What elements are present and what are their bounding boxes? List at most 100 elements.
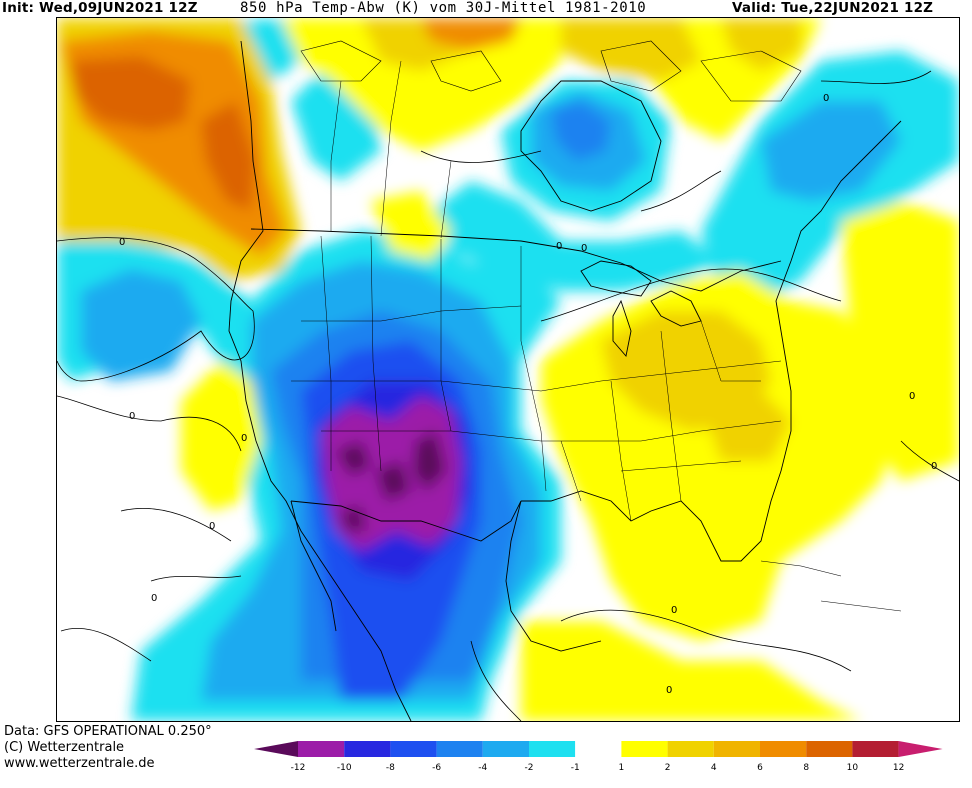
great-lakes [612,299,632,357]
copyright-label: (C) Wetterzentrale [4,740,125,755]
contour-labels: 0 0 0 0 0 0 0 0 0 0 0 0 [119,93,937,696]
contour-label: 0 [909,391,915,402]
colorbar-tick-label: 1 [619,763,625,773]
zero-contour-line [420,150,542,163]
zero-contour-line [640,170,722,212]
zero-contour-layer [57,70,959,721]
positive-anomaly-region [721,18,801,71]
negative-anomaly-region [431,181,721,291]
positive-anomaly-region [371,191,451,261]
state-border [560,440,582,502]
coastline [600,40,682,92]
coastline [505,500,602,652]
colorbar-low-arrow [254,741,298,757]
negative-anomaly-region [336,441,371,476]
colorbar-swatch [298,741,345,757]
contour-label: 0 [823,93,829,104]
great-lakes [580,260,652,297]
positive-anomaly-region [701,391,791,461]
state-border [610,380,632,522]
contour-label: 0 [556,241,562,252]
coastline [520,80,662,212]
contour-label: 0 [931,461,937,472]
colorbar-swatch [621,741,668,757]
state-border [520,246,547,492]
colorbar-tick-label: 10 [847,763,859,773]
zero-contour-line [900,440,959,482]
state-border [291,380,602,392]
province-border [440,160,452,239]
colorbar-tick-label: -12 [291,763,306,773]
anomaly-map: 0 0 0 0 0 0 0 0 0 0 0 0 [56,17,960,722]
colorbar-tick-label: -6 [432,763,441,773]
state-border [370,235,382,472]
website-link[interactable]: www.wetterzentrale.de [4,756,155,771]
valid-time-label: Valid: Tue,22JUN2021 12Z [732,0,934,16]
state-border [600,360,782,382]
contour-label: 0 [671,605,677,616]
colorbar-tick-label: 12 [893,763,904,773]
contour-label: 0 [209,521,215,532]
data-source-label: Data: GFS OPERATIONAL 0.250° [4,724,212,739]
contour-label: 0 [581,243,587,254]
colorbar-high-arrow [898,741,943,757]
colorbar-swatch [436,741,483,757]
positive-anomaly-region [71,56,191,131]
state-border [321,420,782,442]
negative-anomaly-region [761,101,901,201]
zero-contour-line [540,268,842,322]
zero-contour-line [60,627,152,662]
colorbar-swatch [575,741,622,757]
colorbar-tick-label: -2 [525,763,534,773]
contour-label: 0 [129,411,135,422]
colorbar-swatch [713,741,760,757]
colorbar-tick-label: 4 [711,763,717,773]
positive-anomaly-region [181,361,261,511]
colorbar-tick-label: 2 [665,763,671,773]
colorbar-swatch [667,741,714,757]
province-border [380,60,402,237]
zero-contour-line [57,395,242,452]
positive-anomaly-region [841,201,959,481]
state-border [700,320,761,382]
zero-contour-line [120,507,232,542]
colorbar-tick-label: -10 [337,763,352,773]
colorbar-legend: -12 -10 -8 -6 -4 -2 -1 1 2 4 6 8 10 12 [250,740,962,784]
colorbar-swatch [760,741,807,757]
colorbar-swatch [806,741,853,757]
contour-label: 0 [666,685,672,696]
positive-anomaly-region [281,18,561,151]
coastline [820,600,902,612]
coastline [228,40,412,721]
positive-anomaly-region [561,18,701,81]
coastline [775,120,902,472]
negative-anomaly-region [376,461,411,501]
boundaries-layer [228,40,902,721]
country-border [290,500,522,542]
zero-contour-line [150,575,242,582]
positive-anomaly-region [521,621,861,721]
zero-contour-line [820,70,932,84]
anomaly-map-svg: 0 0 0 0 0 0 0 0 0 0 0 0 [57,18,959,721]
contour-label: 0 [151,593,157,604]
positive-anomaly-region [201,101,256,211]
coastline [700,50,802,102]
colorbar-swatch [529,741,576,757]
coastline [760,560,842,577]
coastline [290,500,337,632]
positive-anomaly-region [421,18,521,51]
contour-label: 0 [241,433,247,444]
zero-contour-line [470,640,522,721]
negative-anomaly-region [341,506,366,531]
state-border [620,460,742,472]
negative-anomaly-region [413,431,446,491]
chart-header: Init: Wed,09JUN2021 12Z 850 hPa Temp-Abw… [0,0,972,18]
colorbar-tick-label: 6 [757,763,763,773]
coastline [430,50,502,92]
colorbar-tick-label: 8 [803,763,809,773]
init-time-label: Init: Wed,09JUN2021 12Z [2,0,198,16]
state-border [660,330,682,502]
zero-contour-line [560,609,852,672]
map-title: 850 hPa Temp-Abw (K) vom 30J-Mittel 1981… [240,0,647,16]
colorbar-swatch [390,741,437,757]
